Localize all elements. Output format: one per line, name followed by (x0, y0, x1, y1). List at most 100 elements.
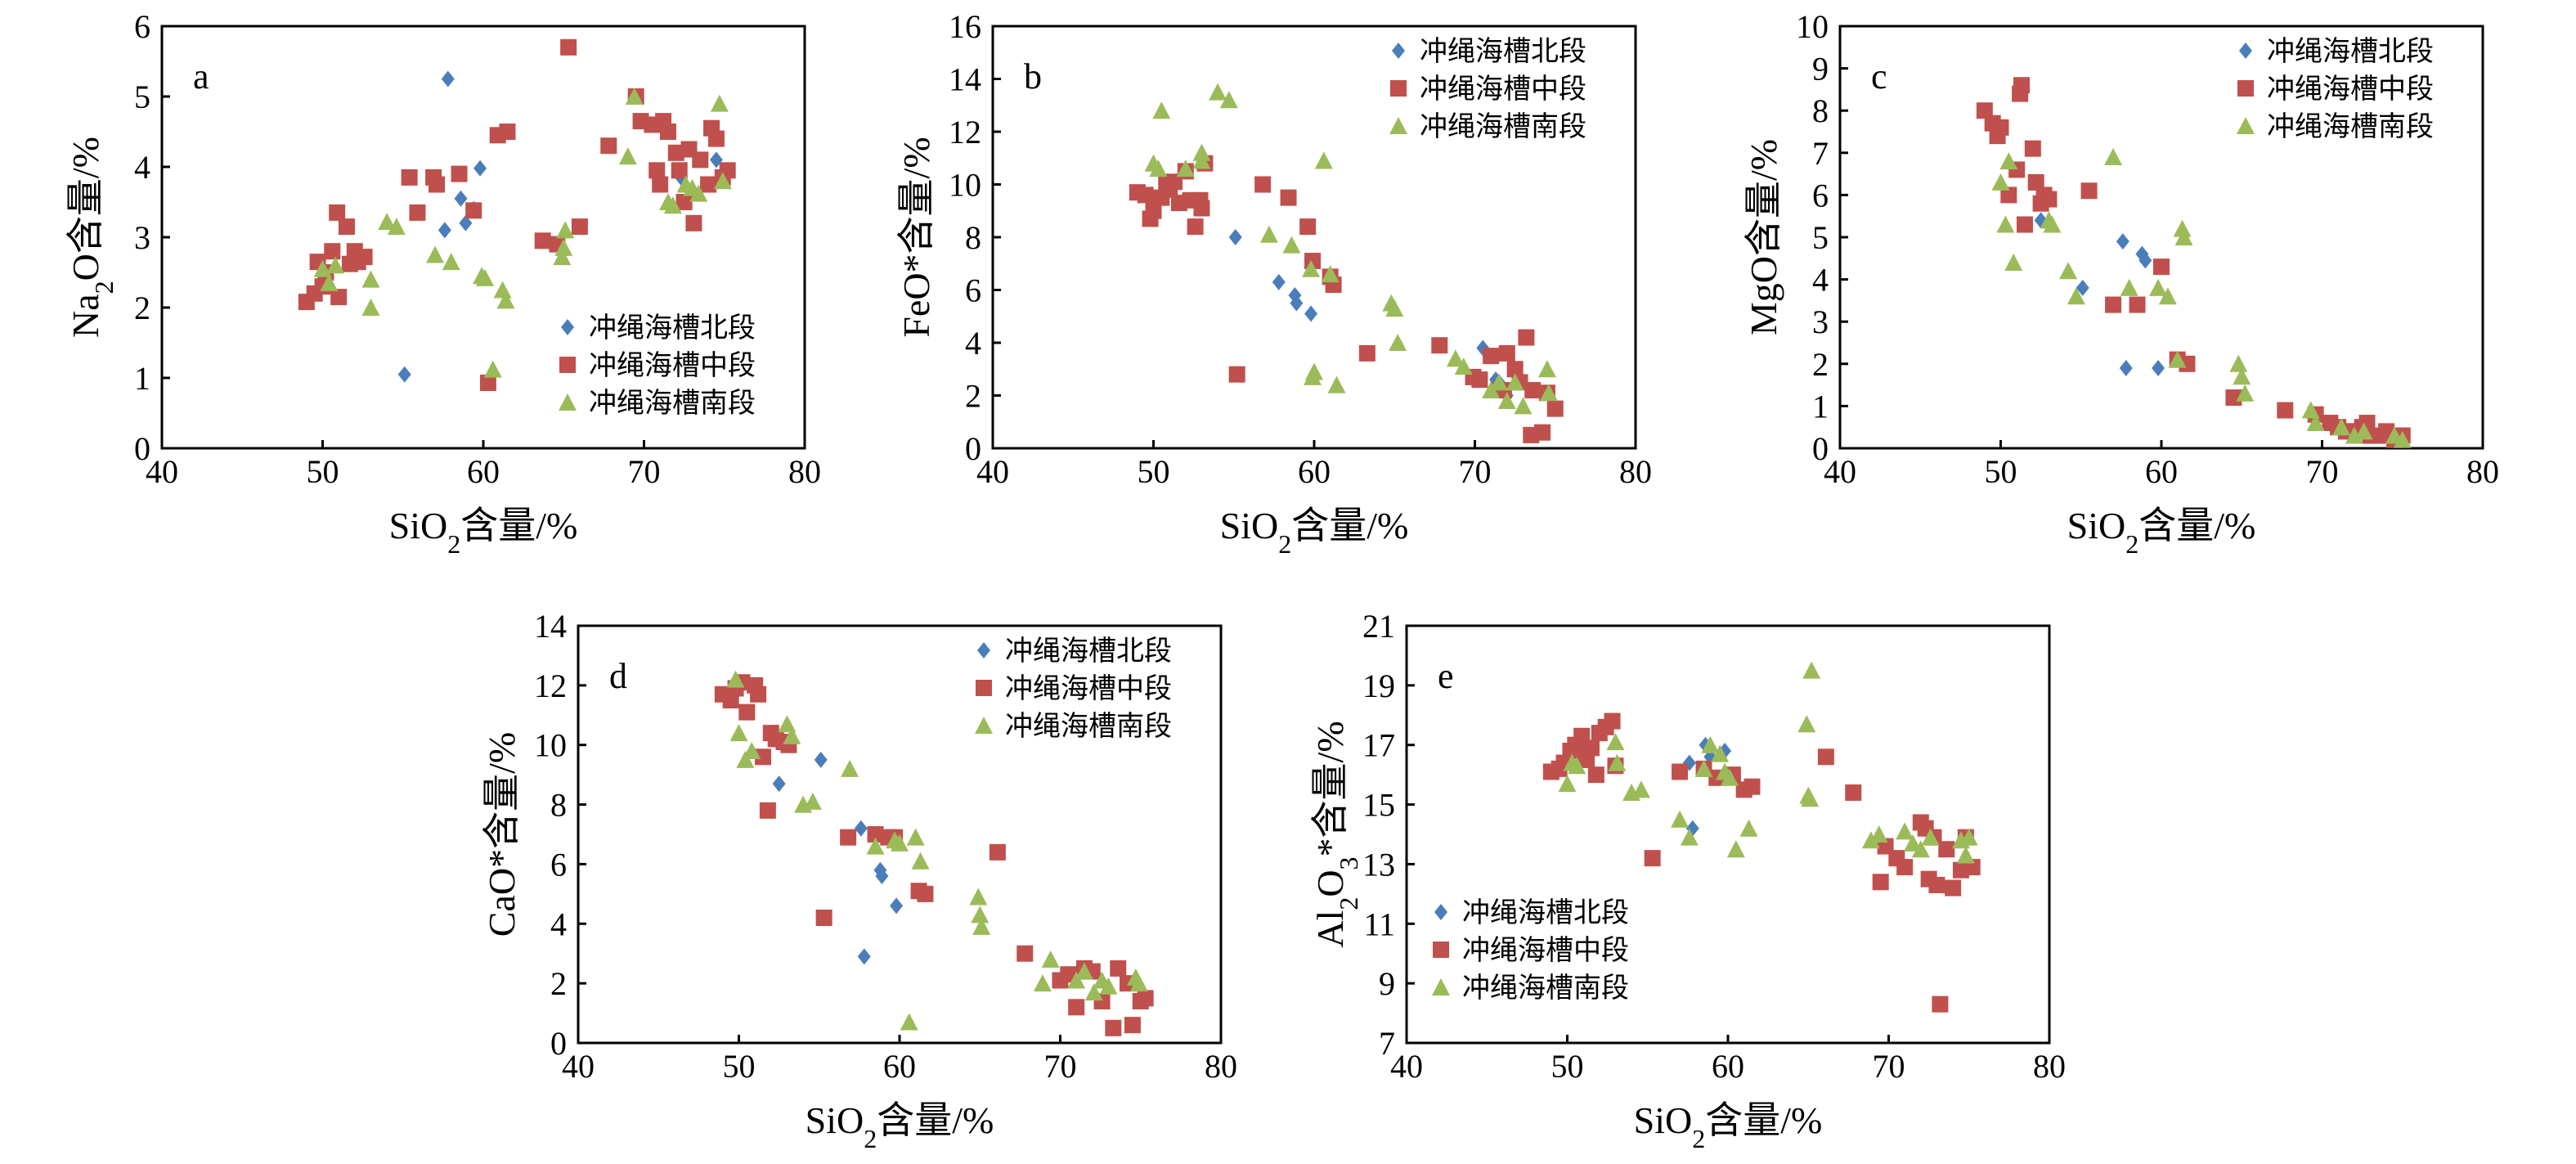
data-point-middle (2040, 191, 2058, 208)
x-tick-label: 80 (1205, 1048, 1237, 1085)
x-tick-label: 40 (146, 453, 178, 490)
data-point-middle (1928, 876, 1945, 893)
data-point-middle (2153, 258, 2170, 276)
data-point-middle (401, 169, 418, 186)
data-point-south (1067, 971, 1086, 989)
legend-label: 冲绳海槽中段 (2267, 73, 2434, 106)
legend-marker-middle (976, 680, 992, 696)
data-point-middle (1976, 102, 1993, 119)
legend-label: 冲绳海槽北段 (2267, 35, 2434, 68)
legend-label: 冲绳海槽南段 (1005, 710, 1172, 743)
x-axis-title: SiO2含量/% (389, 505, 578, 559)
legend-label: 冲绳海槽北段 (589, 312, 756, 344)
data-point-middle (2016, 216, 2033, 233)
legend-label: 冲绳海槽南段 (1420, 110, 1586, 143)
data-point-south (618, 147, 637, 165)
data-point-middle (1518, 329, 1535, 346)
data-point-south (1041, 951, 1060, 968)
data-point-north (2116, 233, 2129, 250)
data-point-south (1797, 715, 1816, 733)
x-axis-title: SiO2含量/% (1220, 505, 1409, 559)
data-point-south (1921, 828, 1940, 846)
data-point-south (1671, 810, 1690, 828)
x-tick-label: 70 (628, 453, 661, 490)
chart-panel-e: 40 50 60 70 80 7 9 11 13 15 17 19 21 SiO2含量/% Al2O3*含量… (1309, 608, 2066, 1153)
x-tick-label: 80 (2466, 453, 2499, 490)
data-point-south (2067, 287, 2085, 305)
x-axis-title: SiO2含量/% (1634, 1099, 1823, 1153)
data-point-south (900, 1013, 918, 1031)
panel-letter: e (1438, 656, 1454, 696)
data-point-south (2229, 354, 2248, 372)
x-axis-title: SiO2含量/% (2067, 505, 2256, 559)
y-tick-label: 3 (1812, 303, 1829, 340)
data-point-middle (571, 218, 588, 236)
y-tick-label: 10 (534, 727, 567, 764)
data-point-middle (1068, 999, 1085, 1016)
data-point-south (1539, 384, 1558, 402)
data-point-south (2149, 278, 2168, 296)
legend-marker-north (977, 642, 990, 658)
data-point-south (729, 724, 748, 742)
data-point-south (1999, 152, 2018, 170)
data-point-south (1489, 373, 1508, 391)
data-point-middle (1587, 766, 1604, 784)
data-point-south (1608, 753, 1627, 771)
data-point-middle (1137, 187, 1154, 204)
x-tick-label: 60 (2145, 453, 2178, 490)
data-point-middle (1644, 850, 1661, 867)
y-tick-label: 14 (949, 61, 981, 98)
data-point-middle (671, 162, 688, 179)
y-tick-label: 7 (1812, 135, 1829, 172)
x-tick-label: 50 (1138, 453, 1170, 490)
data-point-south (891, 834, 909, 852)
data-point-middle (1105, 1019, 1122, 1036)
data-point-middle (1524, 382, 1542, 399)
data-point-south (2120, 278, 2138, 296)
data-point-south (361, 270, 380, 288)
data-point-south (2043, 215, 2062, 233)
data-point-middle (534, 232, 551, 249)
data-point-middle (1016, 945, 1034, 962)
data-point-middle (499, 124, 516, 140)
data-point-south (710, 94, 729, 112)
data-point-south (866, 837, 885, 855)
panel-letter: b (1024, 56, 1042, 97)
y-tick-label: 12 (534, 667, 567, 704)
y-tick-label: 6 (965, 272, 981, 309)
data-point-middle (1498, 344, 1515, 362)
data-point-south (556, 221, 575, 239)
data-point-north (875, 868, 889, 884)
y-axis-title: Na2O含量/% (65, 137, 119, 338)
data-point-south (1802, 661, 1821, 679)
data-point-south (1033, 974, 1052, 992)
data-point-north (1304, 305, 1318, 322)
panel-letter: c (1871, 56, 1887, 97)
data-point-north (772, 775, 786, 793)
data-point-middle (750, 685, 767, 703)
data-point-south (1739, 819, 1758, 837)
y-tick-label: 21 (1362, 608, 1395, 645)
data-point-south (969, 888, 988, 906)
x-tick-label: 80 (2033, 1048, 2066, 1085)
data-point-middle (2277, 402, 2294, 419)
data-point-south (1302, 259, 1321, 277)
y-tick-label: 4 (550, 906, 567, 942)
data-point-south (1896, 822, 1914, 840)
x-tick-label: 50 (307, 453, 339, 490)
data-point-middle (600, 137, 617, 155)
data-point-middle (2000, 187, 2017, 204)
legend-marker-south (975, 717, 993, 734)
legend-label: 冲绳海槽南段 (2267, 110, 2434, 143)
legend-marker-south (2237, 117, 2255, 134)
data-point-south (906, 828, 925, 846)
data-point-middle (738, 703, 756, 721)
data-point-middle (1137, 990, 1154, 1007)
y-tick-label: 1 (134, 360, 150, 397)
data-point-south (2354, 422, 2373, 440)
data-point-middle (429, 176, 446, 193)
